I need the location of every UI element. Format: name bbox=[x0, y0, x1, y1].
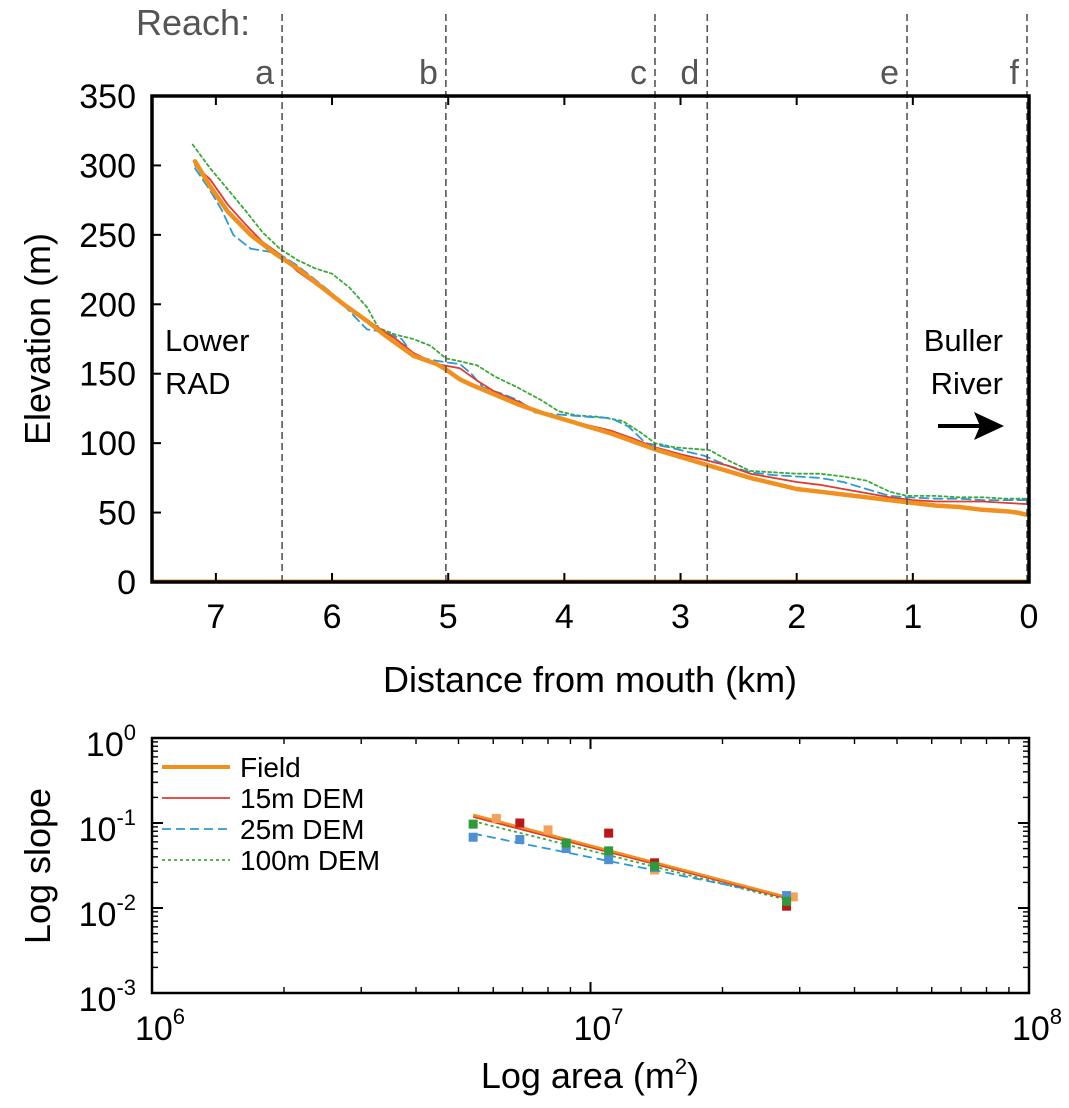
elevation-x-tick-label: 0 bbox=[1020, 598, 1039, 636]
elevation-y-tick-label: 100 bbox=[79, 425, 136, 463]
reach-label-f: f bbox=[1010, 54, 1020, 92]
reach-label-e: e bbox=[880, 54, 899, 92]
elevation-y-axis-label: Elevation (m) bbox=[17, 233, 58, 445]
lower-rad-label-line2: RAD bbox=[165, 366, 230, 401]
point-25m-dem bbox=[515, 834, 525, 844]
slope-area-y-tick-label: 100 bbox=[86, 720, 136, 764]
buller-river-label-line1: Buller bbox=[924, 323, 1003, 358]
slope-area-y-ticks: 100 10-1 10-2 10-3 bbox=[79, 720, 1029, 1019]
elevation-y-tick-label: 50 bbox=[98, 495, 136, 533]
point-field bbox=[543, 825, 553, 835]
elevation-x-tick-label: 7 bbox=[206, 598, 225, 636]
reach-label-c: c bbox=[630, 54, 647, 92]
point-25m-dem bbox=[468, 832, 478, 842]
elevation-x-tick-label: 3 bbox=[671, 598, 690, 636]
series-line-100m-dem bbox=[191, 143, 1030, 500]
elevation-x-tick-label: 1 bbox=[903, 598, 922, 636]
elevation-y-tick-label: 300 bbox=[79, 147, 136, 185]
elevation-x-tick-label: 5 bbox=[439, 598, 458, 636]
point-25m-dem bbox=[604, 855, 614, 865]
reach-label-d: d bbox=[680, 54, 699, 92]
elevation-y-tick-label: 200 bbox=[79, 286, 136, 324]
point-field bbox=[491, 813, 501, 823]
slope-area-y-axis-label: Log slope bbox=[17, 788, 58, 944]
slope-area-y-tick-label: 10-3 bbox=[79, 975, 136, 1019]
reach-label-a: a bbox=[255, 54, 274, 92]
point-25m-dem bbox=[561, 844, 571, 854]
reach-label-b: b bbox=[419, 54, 438, 92]
elevation-series-lines bbox=[152, 143, 1032, 583]
lower-rad-label-line1: Lower bbox=[165, 323, 249, 358]
elevation-x-axis-label: Distance from mouth (km) bbox=[383, 659, 797, 700]
point-15m-dem bbox=[515, 818, 525, 828]
slope-area-x-tick-label: 106 bbox=[135, 1004, 185, 1048]
legend-label-100m-dem: 100m DEM bbox=[240, 845, 380, 876]
point-15m-dem bbox=[782, 901, 792, 911]
slope-area-x-tick-label: 108 bbox=[1012, 1004, 1062, 1048]
elevation-plot-frame bbox=[150, 94, 1031, 584]
slope-area-points bbox=[468, 813, 798, 911]
point-25m-dem bbox=[782, 891, 792, 901]
point-100m-dem bbox=[782, 896, 792, 906]
fit-line-25m-dem bbox=[472, 832, 787, 898]
elevation-y-ticks: 0 50 100 150 200 250 300 350 bbox=[79, 78, 161, 602]
elevation-y-tick-label: 350 bbox=[79, 78, 136, 116]
elevation-x-ticks: 7 6 5 4 3 2 1 0 bbox=[206, 96, 1038, 636]
elevation-y-tick-label: 250 bbox=[79, 217, 136, 255]
point-100m-dem bbox=[604, 846, 614, 856]
legend-label-15m-dem: 15m DEM bbox=[240, 783, 364, 814]
legend-label-field: Field bbox=[240, 752, 301, 783]
point-100m-dem bbox=[468, 819, 478, 829]
arrow-right-icon bbox=[938, 412, 1004, 440]
slope-area-x-axis-label: Log area (m2) bbox=[481, 1054, 699, 1096]
slope-area-y-tick-label: 10-2 bbox=[79, 890, 136, 934]
legend-label-25m-dem: 25m DEM bbox=[240, 814, 364, 845]
point-100m-dem bbox=[561, 838, 571, 848]
elevation-x-tick-label: 6 bbox=[323, 598, 342, 636]
reach-title: Reach: bbox=[136, 2, 250, 43]
series-line-25m-dem bbox=[194, 167, 1030, 501]
buller-river-label-line2: River bbox=[931, 366, 1003, 401]
elevation-x-tick-label: 2 bbox=[787, 598, 806, 636]
elevation-y-tick-label: 150 bbox=[79, 356, 136, 394]
series-line-15m-dem bbox=[194, 164, 1030, 506]
slope-area-x-tick-label: 107 bbox=[573, 1004, 623, 1048]
series-line-field bbox=[192, 159, 1032, 518]
point-100m-dem bbox=[650, 861, 660, 871]
elevation-y-tick-label: 0 bbox=[117, 564, 136, 602]
point-field bbox=[788, 892, 798, 902]
fit-line-field bbox=[472, 813, 787, 899]
slope-area-x-ticks: 106 107 108 bbox=[135, 738, 1062, 1048]
elevation-x-tick-label: 4 bbox=[555, 598, 574, 636]
point-15m-dem bbox=[604, 828, 614, 838]
slope-area-y-tick-label: 10-1 bbox=[79, 805, 136, 849]
slope-area-fit-lines bbox=[472, 813, 787, 901]
fit-line-15m-dem bbox=[472, 816, 787, 900]
